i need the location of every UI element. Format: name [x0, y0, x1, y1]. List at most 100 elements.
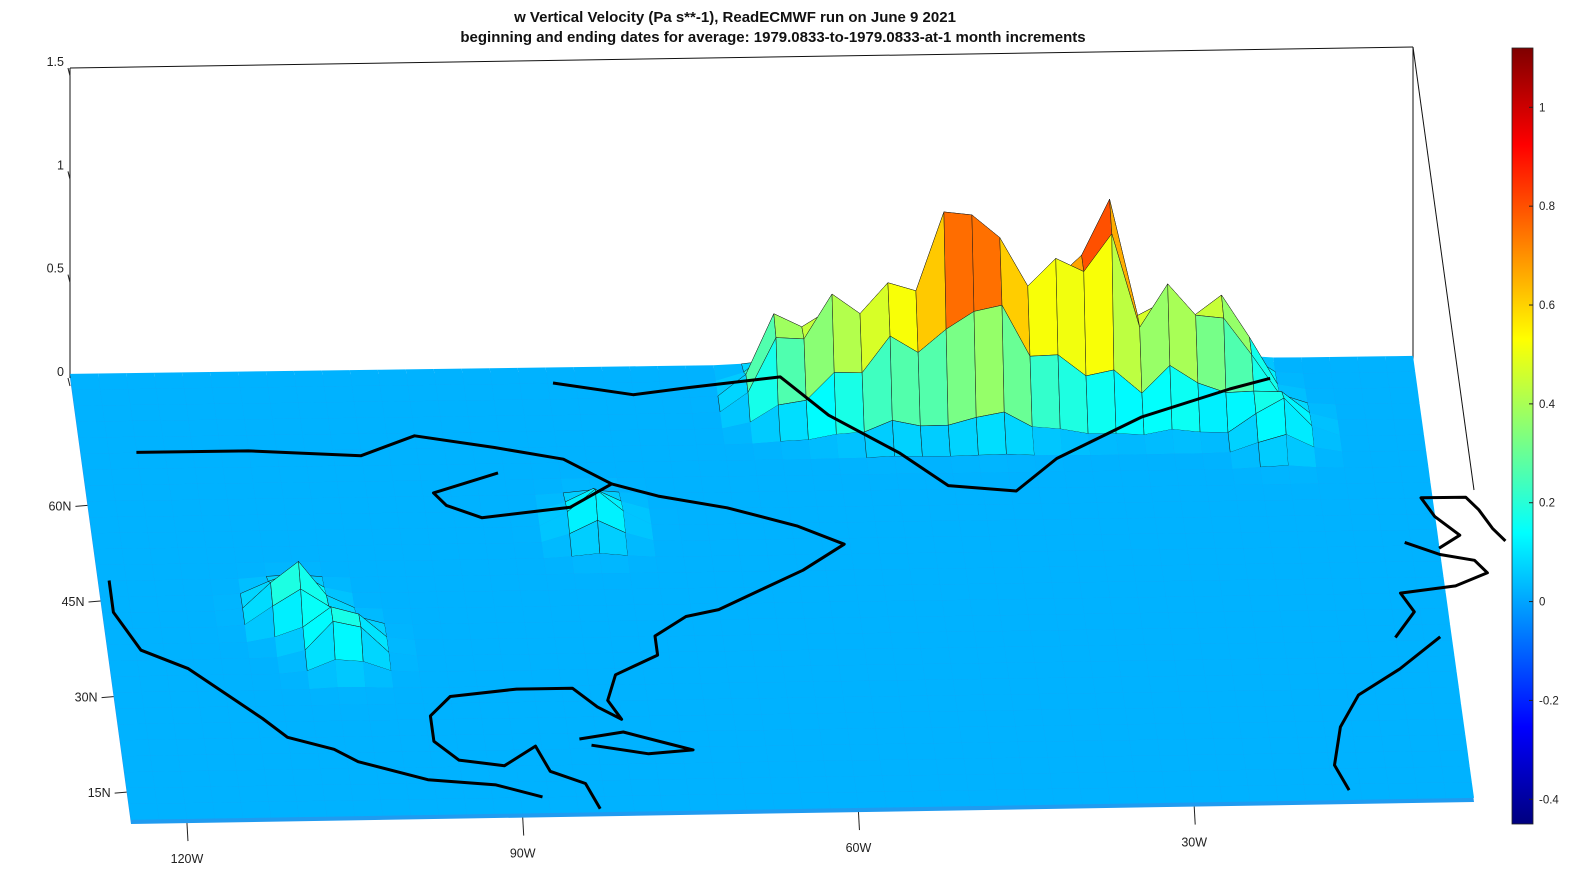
surface-cell	[184, 802, 215, 819]
surface-cell	[869, 680, 900, 697]
surface-cell	[1342, 657, 1373, 674]
surface-cell	[223, 467, 254, 484]
surface-cell	[208, 770, 239, 787]
surface-cell	[1314, 657, 1345, 674]
surface-cell	[1000, 614, 1031, 632]
surface-cell	[184, 595, 215, 612]
surface-cell	[815, 697, 846, 714]
surface-cell	[1176, 469, 1207, 486]
surface-cell	[907, 552, 938, 569]
surface-cell	[1335, 609, 1367, 626]
surface-cell	[141, 484, 172, 501]
surface-cell	[1047, 756, 1078, 774]
surface-cell	[967, 583, 998, 600]
surface-cell	[565, 716, 596, 734]
surface-cell	[894, 456, 925, 474]
surface-cell	[877, 743, 908, 760]
surface-cell	[281, 689, 312, 706]
surface-cell	[961, 742, 992, 759]
surface-cell	[169, 483, 200, 501]
surface-cell	[1079, 581, 1110, 599]
surface-cell	[1153, 707, 1184, 724]
surface-cell	[552, 621, 583, 638]
surface-cell	[653, 540, 684, 557]
surface-cell	[435, 384, 467, 401]
surface-cell	[606, 604, 637, 622]
surface-cell	[524, 622, 555, 639]
surface-cell	[1346, 483, 1377, 500]
surface-cell	[419, 671, 450, 688]
surface-cell	[1144, 429, 1175, 455]
surface-cell	[1058, 629, 1089, 646]
surface-cell	[74, 405, 105, 422]
surface-cell	[389, 652, 420, 672]
surface-cell	[1092, 676, 1123, 694]
surface-cell	[1008, 471, 1039, 489]
surface-cell	[737, 539, 768, 556]
surface-cell	[1125, 708, 1156, 725]
surface-cell	[143, 500, 174, 517]
surface-cell	[421, 480, 452, 497]
surface-cell	[393, 480, 424, 497]
surface-cell	[427, 734, 458, 752]
surface-cell	[826, 776, 857, 793]
surface-cell	[888, 616, 919, 633]
surface-cell	[1413, 561, 1444, 578]
surface-cell	[737, 745, 768, 763]
surface-cell	[817, 712, 848, 730]
surface-cell	[666, 429, 697, 446]
surface-cell	[412, 416, 443, 433]
surface-cell	[965, 567, 996, 584]
surface-cell	[1103, 755, 1134, 773]
surface-cell	[414, 639, 445, 656]
surface-cell	[836, 432, 867, 459]
surface-cell	[959, 520, 990, 537]
surface-cell	[655, 556, 686, 573]
surface-cell	[688, 794, 719, 811]
surface-cell	[264, 769, 295, 786]
surface-cell	[260, 737, 291, 754]
surface-cell	[701, 682, 732, 700]
surface-cell	[1299, 547, 1330, 564]
surface-cell	[232, 738, 263, 755]
surface-cell	[886, 600, 917, 617]
surface-cell	[479, 702, 510, 719]
surface-cell	[587, 668, 618, 686]
surface-cell	[231, 530, 262, 548]
surface-cell	[321, 370, 352, 387]
surface-cell	[117, 516, 148, 533]
surface-cell	[578, 605, 609, 622]
surface-cell	[782, 665, 814, 682]
x-tick-label: 60W	[846, 841, 872, 855]
surface-cell	[130, 612, 161, 629]
surface-cell	[657, 365, 688, 382]
surface-cell	[660, 588, 691, 605]
surface-cell	[255, 498, 286, 515]
surface-cell	[604, 795, 635, 813]
surface-cell	[636, 413, 667, 430]
surface-cell	[438, 607, 469, 624]
surface-cell	[1329, 562, 1360, 579]
surface-cell	[694, 635, 725, 652]
surface-cell	[546, 573, 577, 591]
surface-cell	[490, 574, 521, 592]
surface-cell	[1090, 661, 1121, 678]
surface-cell	[1213, 738, 1244, 755]
surface-cell	[632, 795, 663, 812]
surface-cell	[1195, 314, 1227, 393]
surface-cell	[698, 460, 729, 477]
surface-cell	[520, 590, 551, 607]
surface-cell	[209, 371, 241, 388]
surface-cell	[978, 662, 1009, 679]
surface-cell	[1238, 516, 1270, 533]
surface-cell	[925, 679, 956, 696]
surface-cell	[214, 403, 245, 420]
surface-cell	[952, 679, 984, 696]
surface-cell	[1273, 769, 1304, 786]
surface-cell	[461, 368, 492, 385]
surface-cell	[987, 519, 1018, 537]
surface-cell	[1136, 787, 1167, 804]
surface-cell	[1043, 519, 1074, 536]
surface-cell	[1292, 499, 1323, 516]
surface-cell	[905, 536, 936, 554]
